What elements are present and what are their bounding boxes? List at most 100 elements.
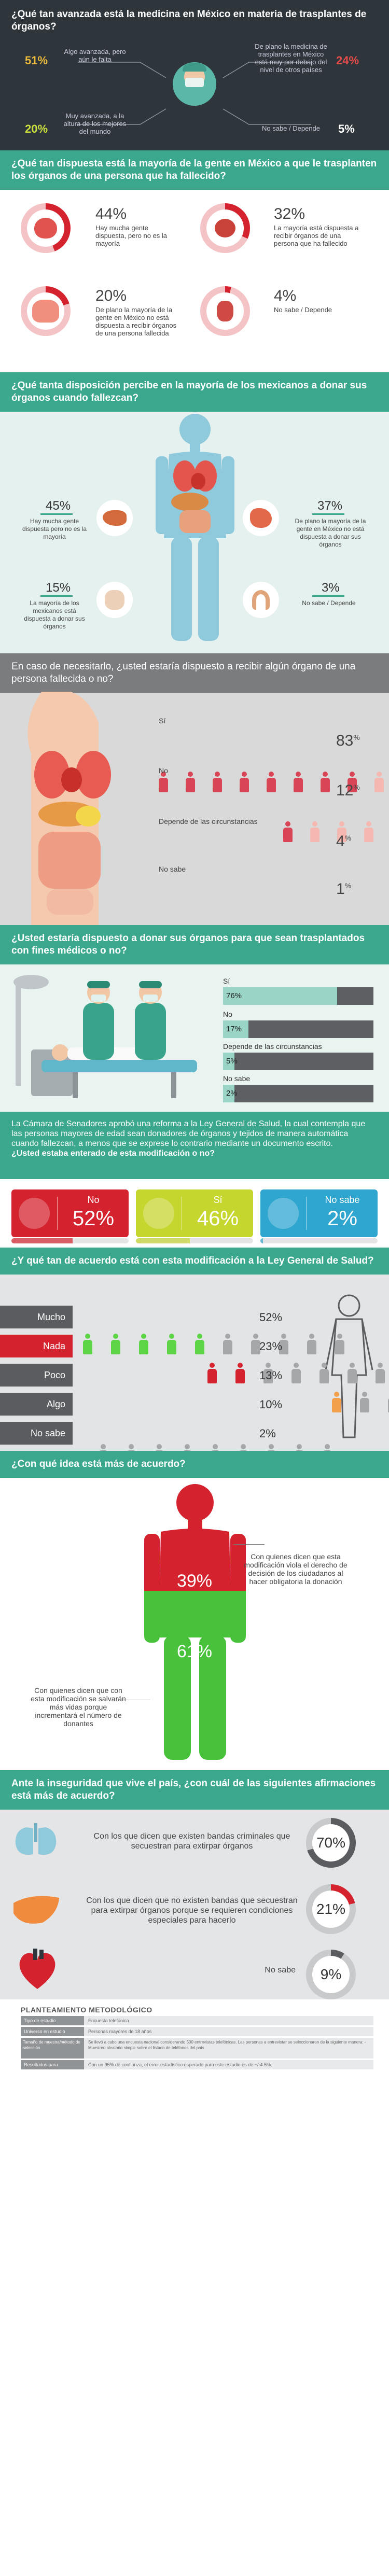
intestine-shape xyxy=(252,590,270,610)
person-icon xyxy=(239,1444,248,1451)
person-icon xyxy=(348,772,357,792)
agreement-label: Mucho xyxy=(0,1306,73,1328)
person-icon xyxy=(295,1444,304,1451)
card-icon xyxy=(143,1198,174,1229)
person-icon xyxy=(207,1363,217,1383)
agreement-label: No sabe xyxy=(0,1422,73,1445)
label-32: La mayoría está dispuesta a recibir órga… xyxy=(274,224,359,247)
person-icon xyxy=(374,772,384,792)
person-icon xyxy=(213,772,222,792)
card-pct: 52% xyxy=(72,1207,115,1230)
bar-track: 17% xyxy=(223,1020,373,1038)
section-receive-organ: En caso de necesitarlo, ¿usted estaría d… xyxy=(0,653,389,925)
card-bar xyxy=(136,1238,253,1243)
person-icon xyxy=(139,1334,148,1354)
card-icon xyxy=(19,1198,50,1229)
agreement-pct: 52% xyxy=(259,1311,283,1324)
person-icon xyxy=(360,1392,369,1412)
pct-32: 32% xyxy=(274,205,305,222)
lungs-icon xyxy=(12,1823,59,1859)
pct-37: 37% xyxy=(317,499,343,513)
section-receive-disposition: ¿Qué tan dispuesta está la mayoría de la… xyxy=(0,150,389,372)
label-20: De plano la mayoría de la gente en Méxic… xyxy=(95,306,177,337)
human-body-figure xyxy=(148,409,242,647)
heart-icon xyxy=(34,218,57,239)
pct-9: 9% xyxy=(320,1966,342,1982)
agreement-label: Poco xyxy=(0,1364,73,1387)
pct-very-advanced: 20% xyxy=(25,122,48,135)
pct-15: 15% xyxy=(46,581,71,595)
pct-advanced-somewhat: 51% xyxy=(25,54,48,67)
intro-paragraph: La Cámara de Senadores aprobó una reform… xyxy=(11,1119,366,1148)
person-icon xyxy=(155,1444,164,1451)
bar-track: 5% xyxy=(223,1053,373,1070)
person-icon xyxy=(335,1334,344,1354)
method-title: PLANTEAMIENTO METODOLÓGICO xyxy=(21,2006,152,2014)
person-icon xyxy=(388,1392,389,1412)
label-advanced-somewhat: Algo avanzada, pero aún le falta xyxy=(64,48,126,63)
person-icon xyxy=(111,1334,120,1354)
pct-4: 4% xyxy=(274,287,297,304)
person-icon xyxy=(307,1334,316,1354)
connector-lines xyxy=(36,57,353,130)
method-key: Resultados para xyxy=(21,2060,84,2069)
person-icon xyxy=(83,1334,92,1354)
person-icon xyxy=(267,772,276,792)
method-value: Se llevó a cabo una encuesta nacional co… xyxy=(84,2038,373,2059)
bar-fill xyxy=(223,1085,234,1102)
awareness-card: No 52% xyxy=(11,1189,129,1237)
stomach-shape xyxy=(250,508,272,528)
ring-21 xyxy=(306,1884,356,1934)
person-icon xyxy=(127,1444,136,1451)
card-bar xyxy=(260,1238,378,1243)
pct-3: 3% xyxy=(322,581,340,595)
person-icon xyxy=(323,1444,332,1451)
pct-61: 61% xyxy=(176,1642,213,1661)
person-icon xyxy=(267,1444,276,1451)
person-icon xyxy=(332,1392,341,1412)
pct-39: 39% xyxy=(176,1571,213,1591)
section-title: ¿Qué tan dispuesta está la mayoría de la… xyxy=(0,150,389,190)
person-icon xyxy=(99,1444,108,1451)
bar-fill xyxy=(223,987,338,1005)
section-methodology: PLANTEAMIENTO METODOLÓGICO Tipo de estud… xyxy=(0,1999,389,2074)
bar-label: Sí xyxy=(223,977,230,985)
card-divider xyxy=(57,1197,58,1230)
underline xyxy=(40,513,73,515)
ring-chart-kidney xyxy=(200,203,250,253)
row-pct-value: 83 xyxy=(336,732,354,749)
bar-label: No xyxy=(223,1010,232,1018)
section-criminal-gangs: Ante la inseguridad que vive el país, ¿c… xyxy=(0,1770,389,1999)
organ-icon xyxy=(217,301,233,321)
card-pct: 2% xyxy=(327,1207,357,1230)
person-icon xyxy=(348,1363,357,1383)
pct-45: 45% xyxy=(46,499,71,513)
person-icon xyxy=(337,821,346,842)
row-pct-value: 4 xyxy=(336,833,345,850)
person-icon xyxy=(294,772,303,792)
person-icon xyxy=(211,1444,220,1451)
bar-label: No sabe xyxy=(223,1074,251,1083)
agreement-pct: 10% xyxy=(259,1398,283,1411)
card-divider xyxy=(306,1197,307,1230)
row-pct: 1% xyxy=(336,880,351,898)
card-label: No xyxy=(87,1195,100,1205)
bar-pct: 5% xyxy=(226,1057,238,1066)
body-silhouette-icon xyxy=(321,1292,378,1443)
row-pct-unit: % xyxy=(344,881,352,890)
label-37: De plano la mayoría de la gente en Méxic… xyxy=(295,517,366,548)
label-70: Con los que dicen que existen bandas cri… xyxy=(93,1832,290,1851)
person-icon xyxy=(183,1444,192,1451)
section-medicine-progress: ¿Qué tan avanzada está la medicina en Mé… xyxy=(0,0,389,150)
label-21: Con los que dicen que no existen bandas … xyxy=(86,1896,298,1925)
person-icon xyxy=(321,772,330,792)
pct-44: 44% xyxy=(95,205,127,222)
section-which-idea: ¿Con qué idea está más de acuerdo? 39% 6… xyxy=(0,1451,389,1770)
label-9: No sabe xyxy=(265,1966,296,1975)
method-key: Tamaño de muestra/método de selección xyxy=(21,2038,84,2059)
method-rows: Tipo de estudio Encuesta telefónica Unive… xyxy=(21,2016,373,2069)
label-39: Con quienes dicen que esta modificación … xyxy=(244,1552,348,1586)
section-agreement: ¿Y qué tan de acuerdo está con esta modi… xyxy=(0,1248,389,1451)
section-title: ¿Usted estaría dispuesto a donar sus órg… xyxy=(0,925,389,964)
section-title: En caso de necesitarlo, ¿usted estaría d… xyxy=(0,653,389,693)
